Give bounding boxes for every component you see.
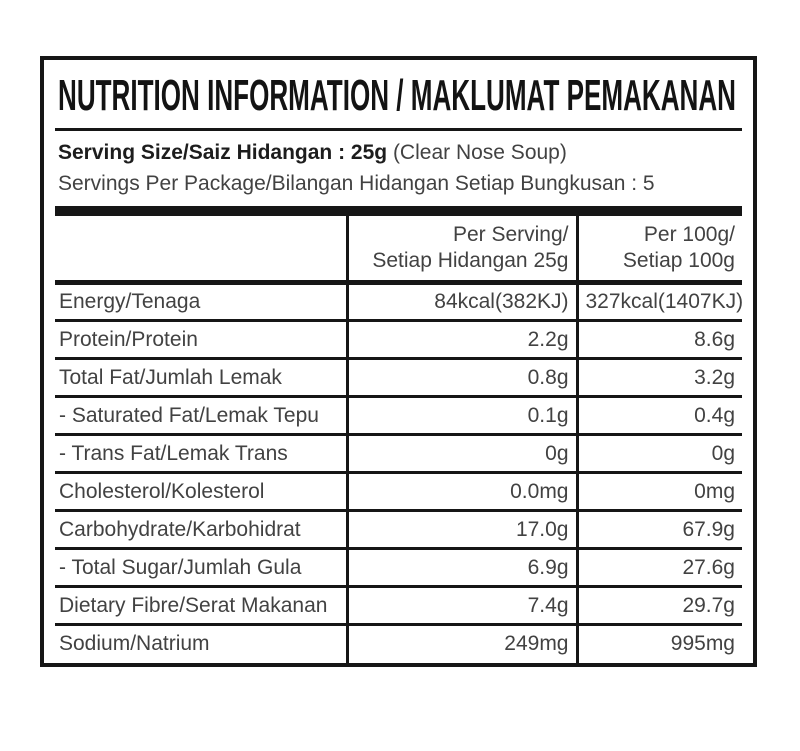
per-100g-value: 29.7g [575, 586, 742, 626]
per-100g-value: 327kcal(1407KJ) [575, 282, 743, 322]
per-serving-value: 6.9g [345, 548, 577, 588]
page-title: NUTRITION INFORMATION / MAKLUMAT PEMAKAN… [58, 73, 736, 119]
nutrient-name: - Trans Fat/Lemak Trans [55, 434, 347, 474]
col-header-per-100g: Per 100g/ Setiap 100g [575, 216, 742, 285]
table-row: Sodium/Natrium 249mg 995mg [55, 624, 742, 663]
per-100g-value: 27.6g [575, 548, 742, 588]
per-serving-value: 17.0g [345, 510, 577, 550]
per-100g-value: 8.6g [575, 320, 742, 360]
title-divider [55, 128, 742, 131]
col-header-per-serving-line2: Setiap Hidangan 25g [372, 249, 569, 272]
label-header: NUTRITION INFORMATION / MAKLUMAT PEMAKAN… [44, 60, 753, 128]
nutrient-name: - Saturated Fat/Lemak Tepu [55, 396, 347, 436]
serving-info: Serving Size/Saiz Hidangan : 25g (Clear … [44, 131, 753, 206]
nutrition-label: NUTRITION INFORMATION / MAKLUMAT PEMAKAN… [40, 56, 757, 667]
per-100g-value: 3.2g [575, 358, 742, 398]
serving-size-note: (Clear Nose Soup) [392, 141, 567, 164]
per-100g-value: 995mg [575, 624, 742, 663]
per-100g-value: 0.4g [575, 396, 742, 436]
per-100g-value: 67.9g [575, 510, 742, 550]
per-serving-value: 249mg [345, 624, 577, 663]
table-row: Cholesterol/Kolesterol 0.0mg 0mg [55, 472, 742, 512]
col-header-per-serving: Per Serving/ Setiap Hidangan 25g [345, 216, 577, 285]
per-serving-value: 0.1g [345, 396, 577, 436]
table-row: - Trans Fat/Lemak Trans 0g 0g [55, 434, 742, 474]
page-title-graphic: NUTRITION INFORMATION / MAKLUMAT PEMAKAN… [58, 73, 736, 119]
nutrient-name: Carbohydrate/Karbohidrat [55, 510, 347, 550]
nutrient-name: Dietary Fibre/Serat Makanan [55, 586, 347, 626]
per-100g-value: 0g [575, 434, 742, 474]
nutrient-name: Energy/Tenaga [55, 282, 347, 322]
table-row: - Saturated Fat/Lemak Tepu 0.1g 0.4g [55, 396, 742, 436]
servings-per-package-text: Servings Per Package/Bilangan Hidangan S… [58, 172, 655, 195]
per-serving-value: 84kcal(382KJ) [345, 282, 577, 322]
nutrient-name: - Total Sugar/Jumlah Gula [55, 548, 347, 588]
nutrient-name: Cholesterol/Kolesterol [55, 472, 347, 512]
per-serving-value: 0g [345, 434, 577, 474]
table-row: Carbohydrate/Karbohidrat 17.0g 67.9g [55, 510, 742, 550]
nutrient-name: Sodium/Natrium [59, 632, 210, 656]
table-row: Energy/Tenaga 84kcal(382KJ) 327kcal(1407… [55, 282, 743, 322]
col-header-nutrient [55, 216, 347, 285]
per-serving-value: 0.8g [345, 358, 577, 398]
table-top-bar [55, 206, 742, 216]
col-header-per-100g-line1: Per 100g/ [643, 223, 735, 246]
serving-size-line: Serving Size/Saiz Hidangan : 25g (Clear … [58, 137, 739, 168]
nutrition-table: Per Serving/ Setiap Hidangan 25g Per 100… [55, 216, 743, 663]
col-header-per-serving-line1: Per Serving/ [452, 223, 569, 246]
per-serving-value: 0.0mg [345, 472, 577, 512]
table-row: Dietary Fibre/Serat Makanan 7.4g 29.7g [55, 586, 742, 626]
serving-size-text: Serving Size/Saiz Hidangan : 25g [58, 141, 388, 164]
nutrient-name: Total Fat/Jumlah Lemak [55, 358, 347, 398]
table-header-row: Per Serving/ Setiap Hidangan 25g Per 100… [55, 216, 742, 285]
table-row: Protein/Protein 2.2g 8.6g [55, 320, 742, 360]
table-row: Total Fat/Jumlah Lemak 0.8g 3.2g [55, 358, 742, 398]
nutrient-name: Protein/Protein [55, 320, 347, 360]
per-serving-value: 7.4g [345, 586, 577, 626]
per-100g-value: 0mg [575, 472, 742, 512]
col-header-per-100g-line2: Setiap 100g [622, 249, 735, 272]
per-serving-value: 2.2g [345, 320, 577, 360]
table-row: - Total Sugar/Jumlah Gula 6.9g 27.6g [55, 548, 742, 588]
